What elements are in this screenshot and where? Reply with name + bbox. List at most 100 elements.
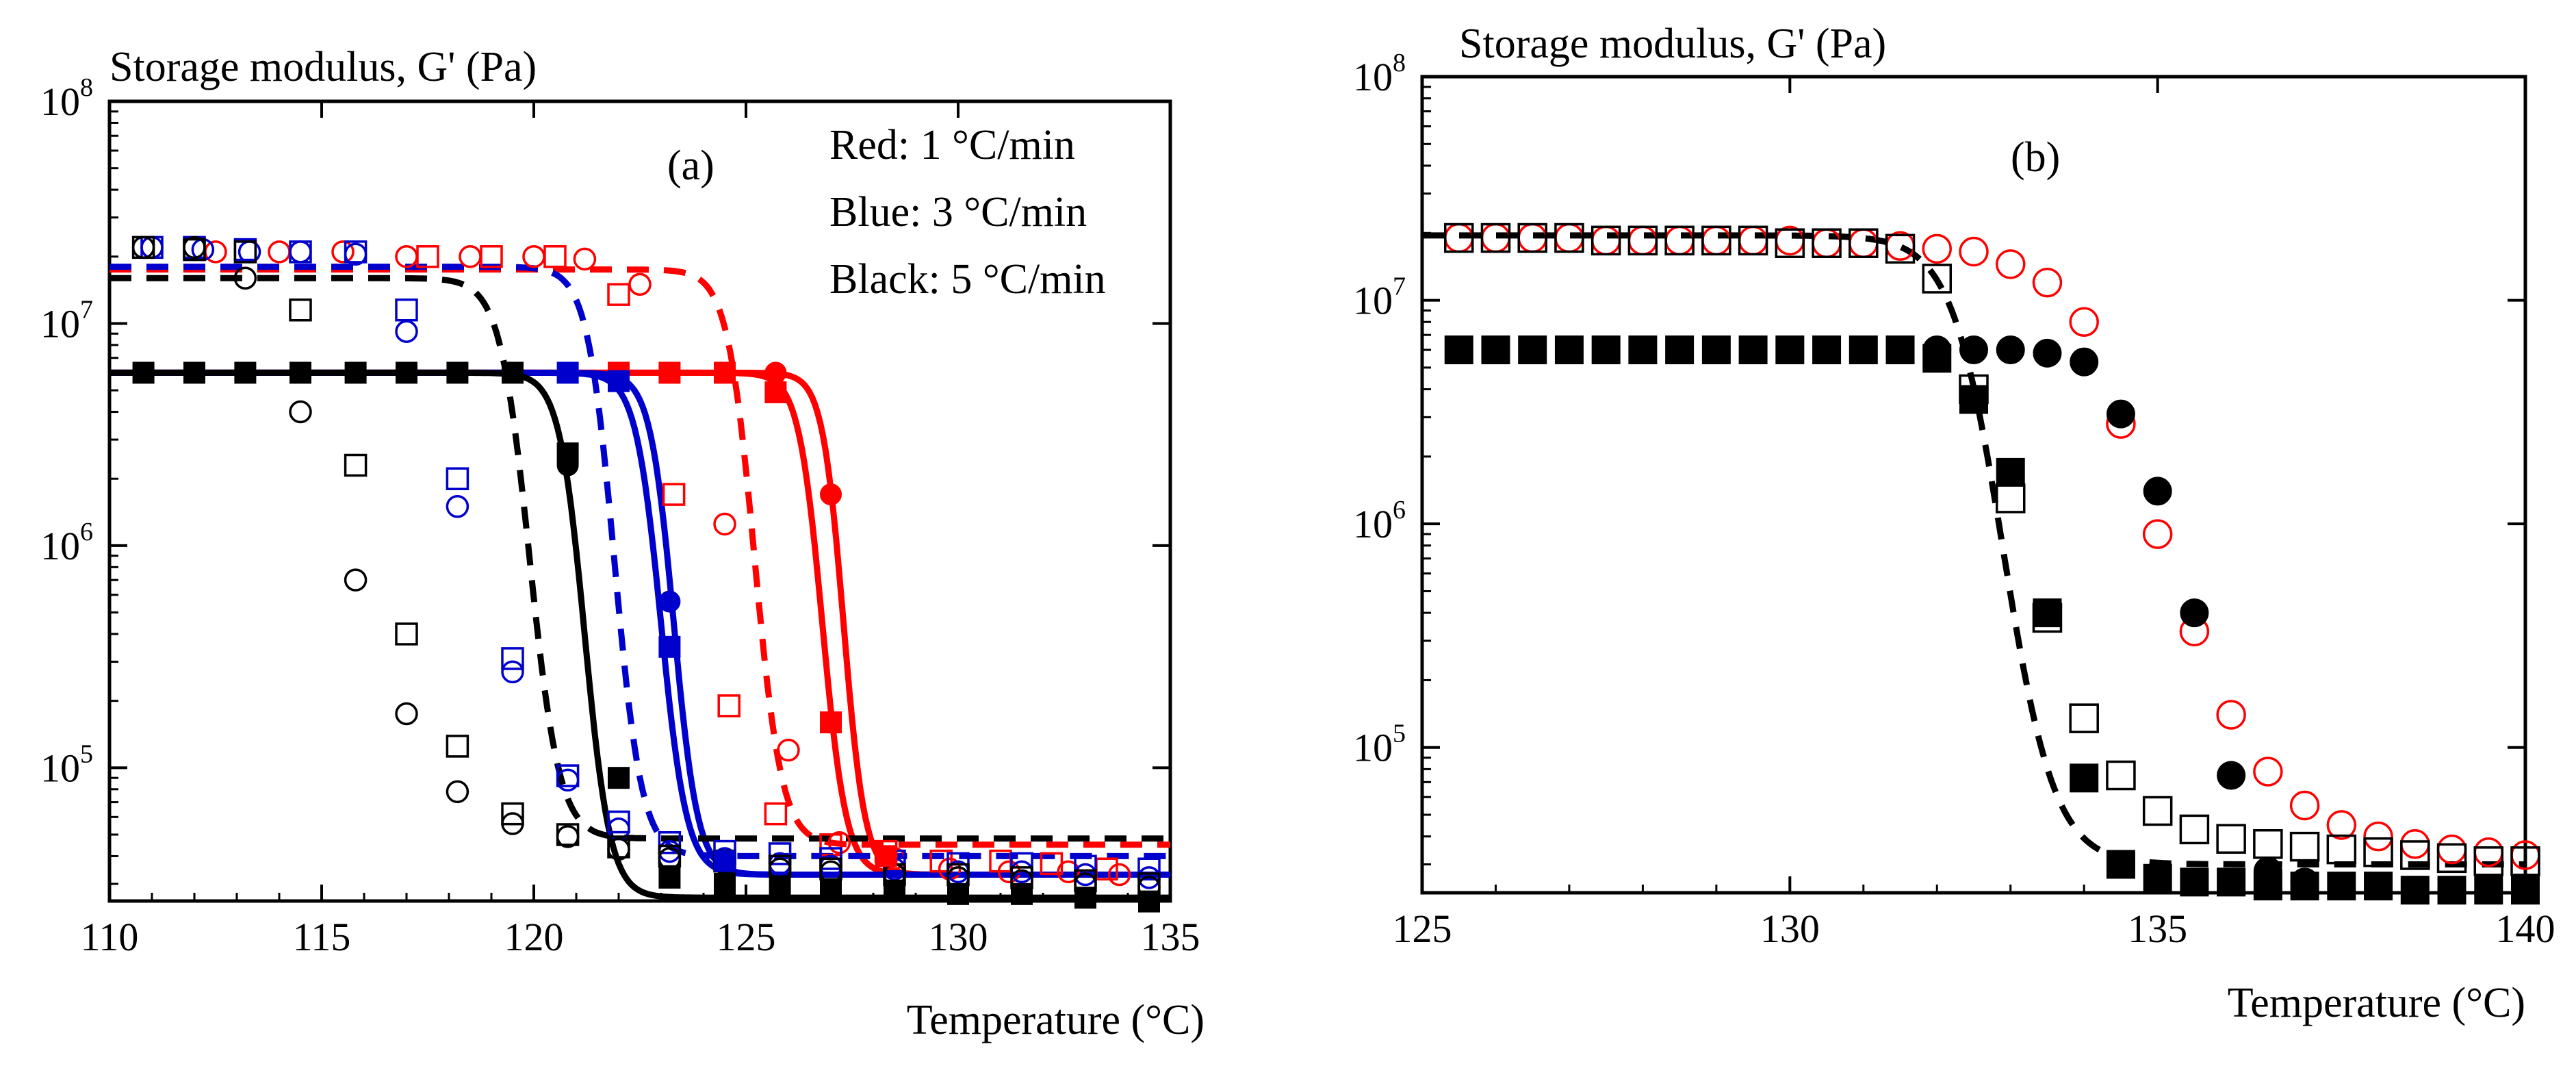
b-black-filled-squares-point-7 bbox=[1701, 335, 1731, 365]
a-black-filled-squares-point-10 bbox=[658, 866, 681, 889]
a-black-filled-squares-point-12 bbox=[769, 876, 791, 898]
a-black-filled-squares-point-17 bbox=[1074, 887, 1096, 909]
a-red-open-circles-point-9 bbox=[713, 512, 736, 536]
b-black-open-squares-point-17 bbox=[2069, 703, 2099, 733]
b-black-filled-circles-point-8 bbox=[2217, 761, 2246, 790]
b-red-open-circles-point-25 bbox=[2363, 821, 2393, 852]
a-red-open-squares-point-2 bbox=[543, 245, 567, 268]
b-ytick-label-0: 105 bbox=[1353, 720, 1406, 770]
a-red-open-circles-point-16 bbox=[1107, 863, 1131, 887]
b-red-open-circles-point-22 bbox=[2253, 757, 2283, 787]
b-red-open-circles-point-27 bbox=[2436, 834, 2467, 865]
b-black-dashed-fit bbox=[1422, 232, 2525, 867]
panel-a-x-axis-label: Temperature (°C) bbox=[907, 997, 1205, 1043]
b-black-filled-circles-point-3 bbox=[2033, 338, 2062, 368]
b-black-open-squares-point-27 bbox=[2436, 843, 2467, 874]
a-red-open-squares-point-4 bbox=[662, 483, 686, 506]
b-black-open-squares-point-9 bbox=[1775, 228, 1805, 258]
b-black-open-squares-point-13 bbox=[1922, 264, 1953, 294]
b-xtick-label-3: 140 bbox=[2496, 906, 2555, 951]
b-red-open-circles-point-26 bbox=[2400, 828, 2430, 859]
a-red-filled-squares-point-5 bbox=[875, 845, 897, 867]
b-red-open-circles-point-19 bbox=[2142, 519, 2173, 549]
a-black-open-squares-point-7 bbox=[501, 802, 524, 826]
b-black-open-squares-point-7 bbox=[1701, 225, 1731, 256]
b-black-filled-squares-point-25 bbox=[2364, 872, 2393, 901]
b-red-open-circles-point-24 bbox=[2326, 810, 2357, 840]
a-black-open-circles-point-4 bbox=[344, 568, 368, 592]
a-red-open-circles-point-5 bbox=[459, 245, 482, 268]
b-black-filled-squares-point-16 bbox=[2033, 598, 2062, 628]
a-blue-open-circles-point-7 bbox=[501, 660, 524, 684]
a-ytick-label-0: 105 bbox=[40, 739, 93, 790]
panel-b-annotation: (b) bbox=[2011, 134, 2060, 181]
b-red-open-circles-point-16 bbox=[2032, 267, 2063, 298]
b-black-filled-squares-point-2 bbox=[1518, 335, 1547, 365]
a-black-open-circles-point-7 bbox=[501, 812, 524, 835]
b-black-open-squares-point-4 bbox=[1590, 225, 1621, 256]
b-red-open-circles-point-11 bbox=[1849, 228, 1879, 258]
a-black-open-circles-point-8 bbox=[556, 825, 580, 848]
a-ytick-label-1: 106 bbox=[40, 518, 93, 568]
b-black-filled-squares-point-10 bbox=[1812, 335, 1842, 365]
a-black-filled-squares-point-6 bbox=[446, 361, 469, 384]
a-black-filled-squares-point-11 bbox=[714, 872, 736, 895]
a-red-filled-squares-point-4 bbox=[820, 711, 842, 734]
a-ytick-label-2: 107 bbox=[40, 295, 93, 346]
a-red-open-circles-point-7 bbox=[573, 247, 597, 271]
b-black-filled-squares-point-4 bbox=[1591, 335, 1621, 365]
b-red-open-circles-point-17 bbox=[2069, 307, 2099, 337]
b-black-open-squares-point-3 bbox=[1554, 223, 1584, 253]
panel-b-y-axis-label: Storage modulus, G' (Pa) bbox=[1459, 21, 1886, 67]
a-red-open-squares-point-3 bbox=[607, 283, 630, 306]
a-blue-filled-squares-point-3 bbox=[714, 850, 736, 872]
a-blue-open-squares-point-5 bbox=[395, 299, 418, 322]
b-black-open-squares-point-6 bbox=[1664, 225, 1695, 256]
b-ytick-label-2: 107 bbox=[1353, 272, 1406, 323]
b-black-filled-circles-point-1 bbox=[1959, 335, 1988, 365]
a-black-open-circles-point-3 bbox=[289, 400, 312, 424]
a-black-solid-fit bbox=[110, 369, 1170, 901]
a-blue-open-squares-point-12 bbox=[768, 842, 792, 865]
a-black-open-circles-point-2 bbox=[233, 266, 257, 290]
b-xtick-label-1: 130 bbox=[1760, 906, 1820, 951]
a-red-dashed-fit bbox=[110, 266, 1170, 848]
legend-blue: Blue: 3 °C/min bbox=[829, 189, 1087, 236]
b-black-filled-squares-point-8 bbox=[1738, 335, 1768, 365]
b-black-open-squares-point-11 bbox=[1849, 228, 1879, 258]
a-red-filled-squares-point-1 bbox=[658, 361, 681, 384]
b-black-filled-squares-point-28 bbox=[2474, 876, 2503, 905]
b-ytick-label-1: 106 bbox=[1353, 496, 1406, 546]
a-black-filled-squares-point-18 bbox=[1138, 890, 1160, 913]
a-black-open-squares-point-4 bbox=[344, 453, 368, 477]
panel-a-markers bbox=[131, 236, 1161, 913]
b-black-open-squares-point-1 bbox=[1480, 223, 1511, 253]
a-blue-open-squares-point-6 bbox=[446, 467, 469, 490]
a-black-open-circles-point-1 bbox=[183, 236, 206, 259]
a-blue-open-circles-point-3 bbox=[289, 240, 312, 264]
a-blue-open-circles-point-4 bbox=[344, 242, 368, 266]
b-xtick-label-2: 135 bbox=[2128, 906, 2187, 951]
panel-a-y-axis-label: Storage modulus, G' (Pa) bbox=[110, 44, 537, 90]
b-black-filled-squares-point-17 bbox=[2070, 763, 2099, 793]
b-black-filled-circles-point-9 bbox=[2253, 856, 2282, 886]
b-red-open-circles-point-13 bbox=[1922, 233, 1953, 264]
a-blue-open-squares-point-16 bbox=[1010, 852, 1033, 876]
a-blue-filled-squares-point-1 bbox=[608, 370, 630, 392]
b-black-open-squares-point-22 bbox=[2253, 828, 2283, 859]
b-black-filled-squares-point-5 bbox=[1628, 335, 1658, 365]
a-red-open-squares-point-9 bbox=[929, 849, 953, 873]
a-black-open-squares-point-5 bbox=[395, 622, 418, 646]
a-black-filled-squares-point-5 bbox=[396, 361, 417, 384]
a-red-open-circles-point-3 bbox=[331, 240, 355, 264]
panel-b-fit-lines bbox=[1422, 232, 2525, 867]
a-black-open-squares-point-6 bbox=[446, 735, 469, 758]
b-black-open-squares-point-29 bbox=[2510, 846, 2540, 876]
a-blue-solid-fit-1 bbox=[110, 369, 1170, 878]
b-black-open-squares-point-18 bbox=[2106, 760, 2136, 791]
b-black-filled-squares-point-18 bbox=[2106, 850, 2135, 879]
a-black-dashed-fit bbox=[110, 275, 1170, 842]
a-black-filled-squares-point-4 bbox=[344, 361, 367, 384]
a-blue-filled-squares-point-0 bbox=[556, 361, 579, 384]
